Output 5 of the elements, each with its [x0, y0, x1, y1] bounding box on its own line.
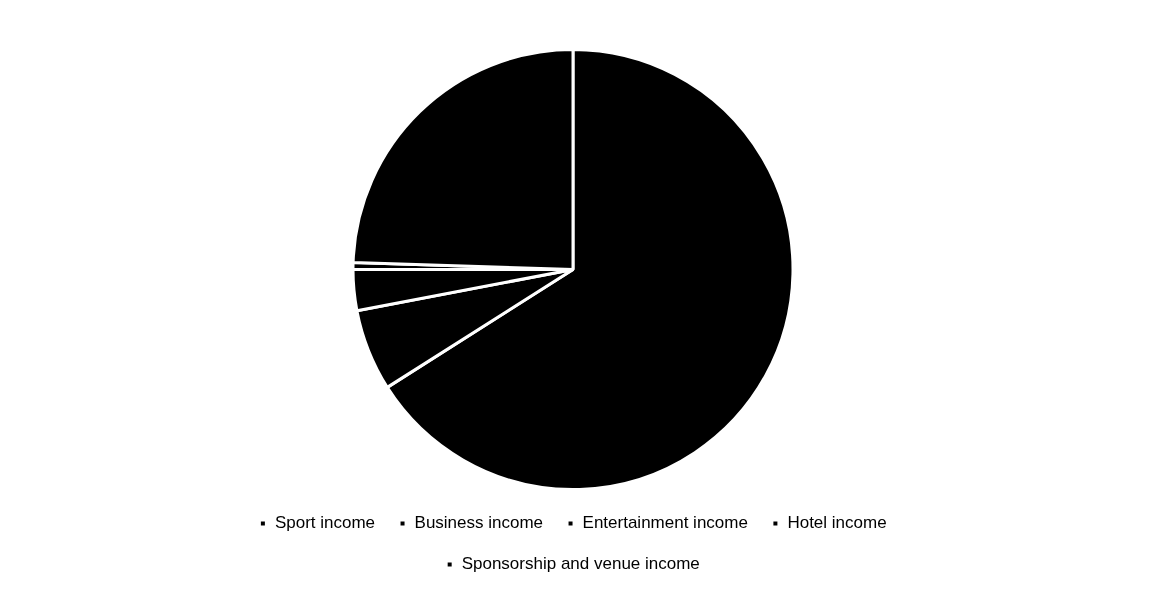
legend-label: Hotel income — [787, 513, 887, 533]
legend-label: Business income — [414, 513, 544, 533]
legend-label: Sport income — [274, 513, 376, 533]
legend-label: Sponsorship and venue income — [461, 554, 700, 574]
legend-label: Entertainment income — [582, 513, 748, 533]
